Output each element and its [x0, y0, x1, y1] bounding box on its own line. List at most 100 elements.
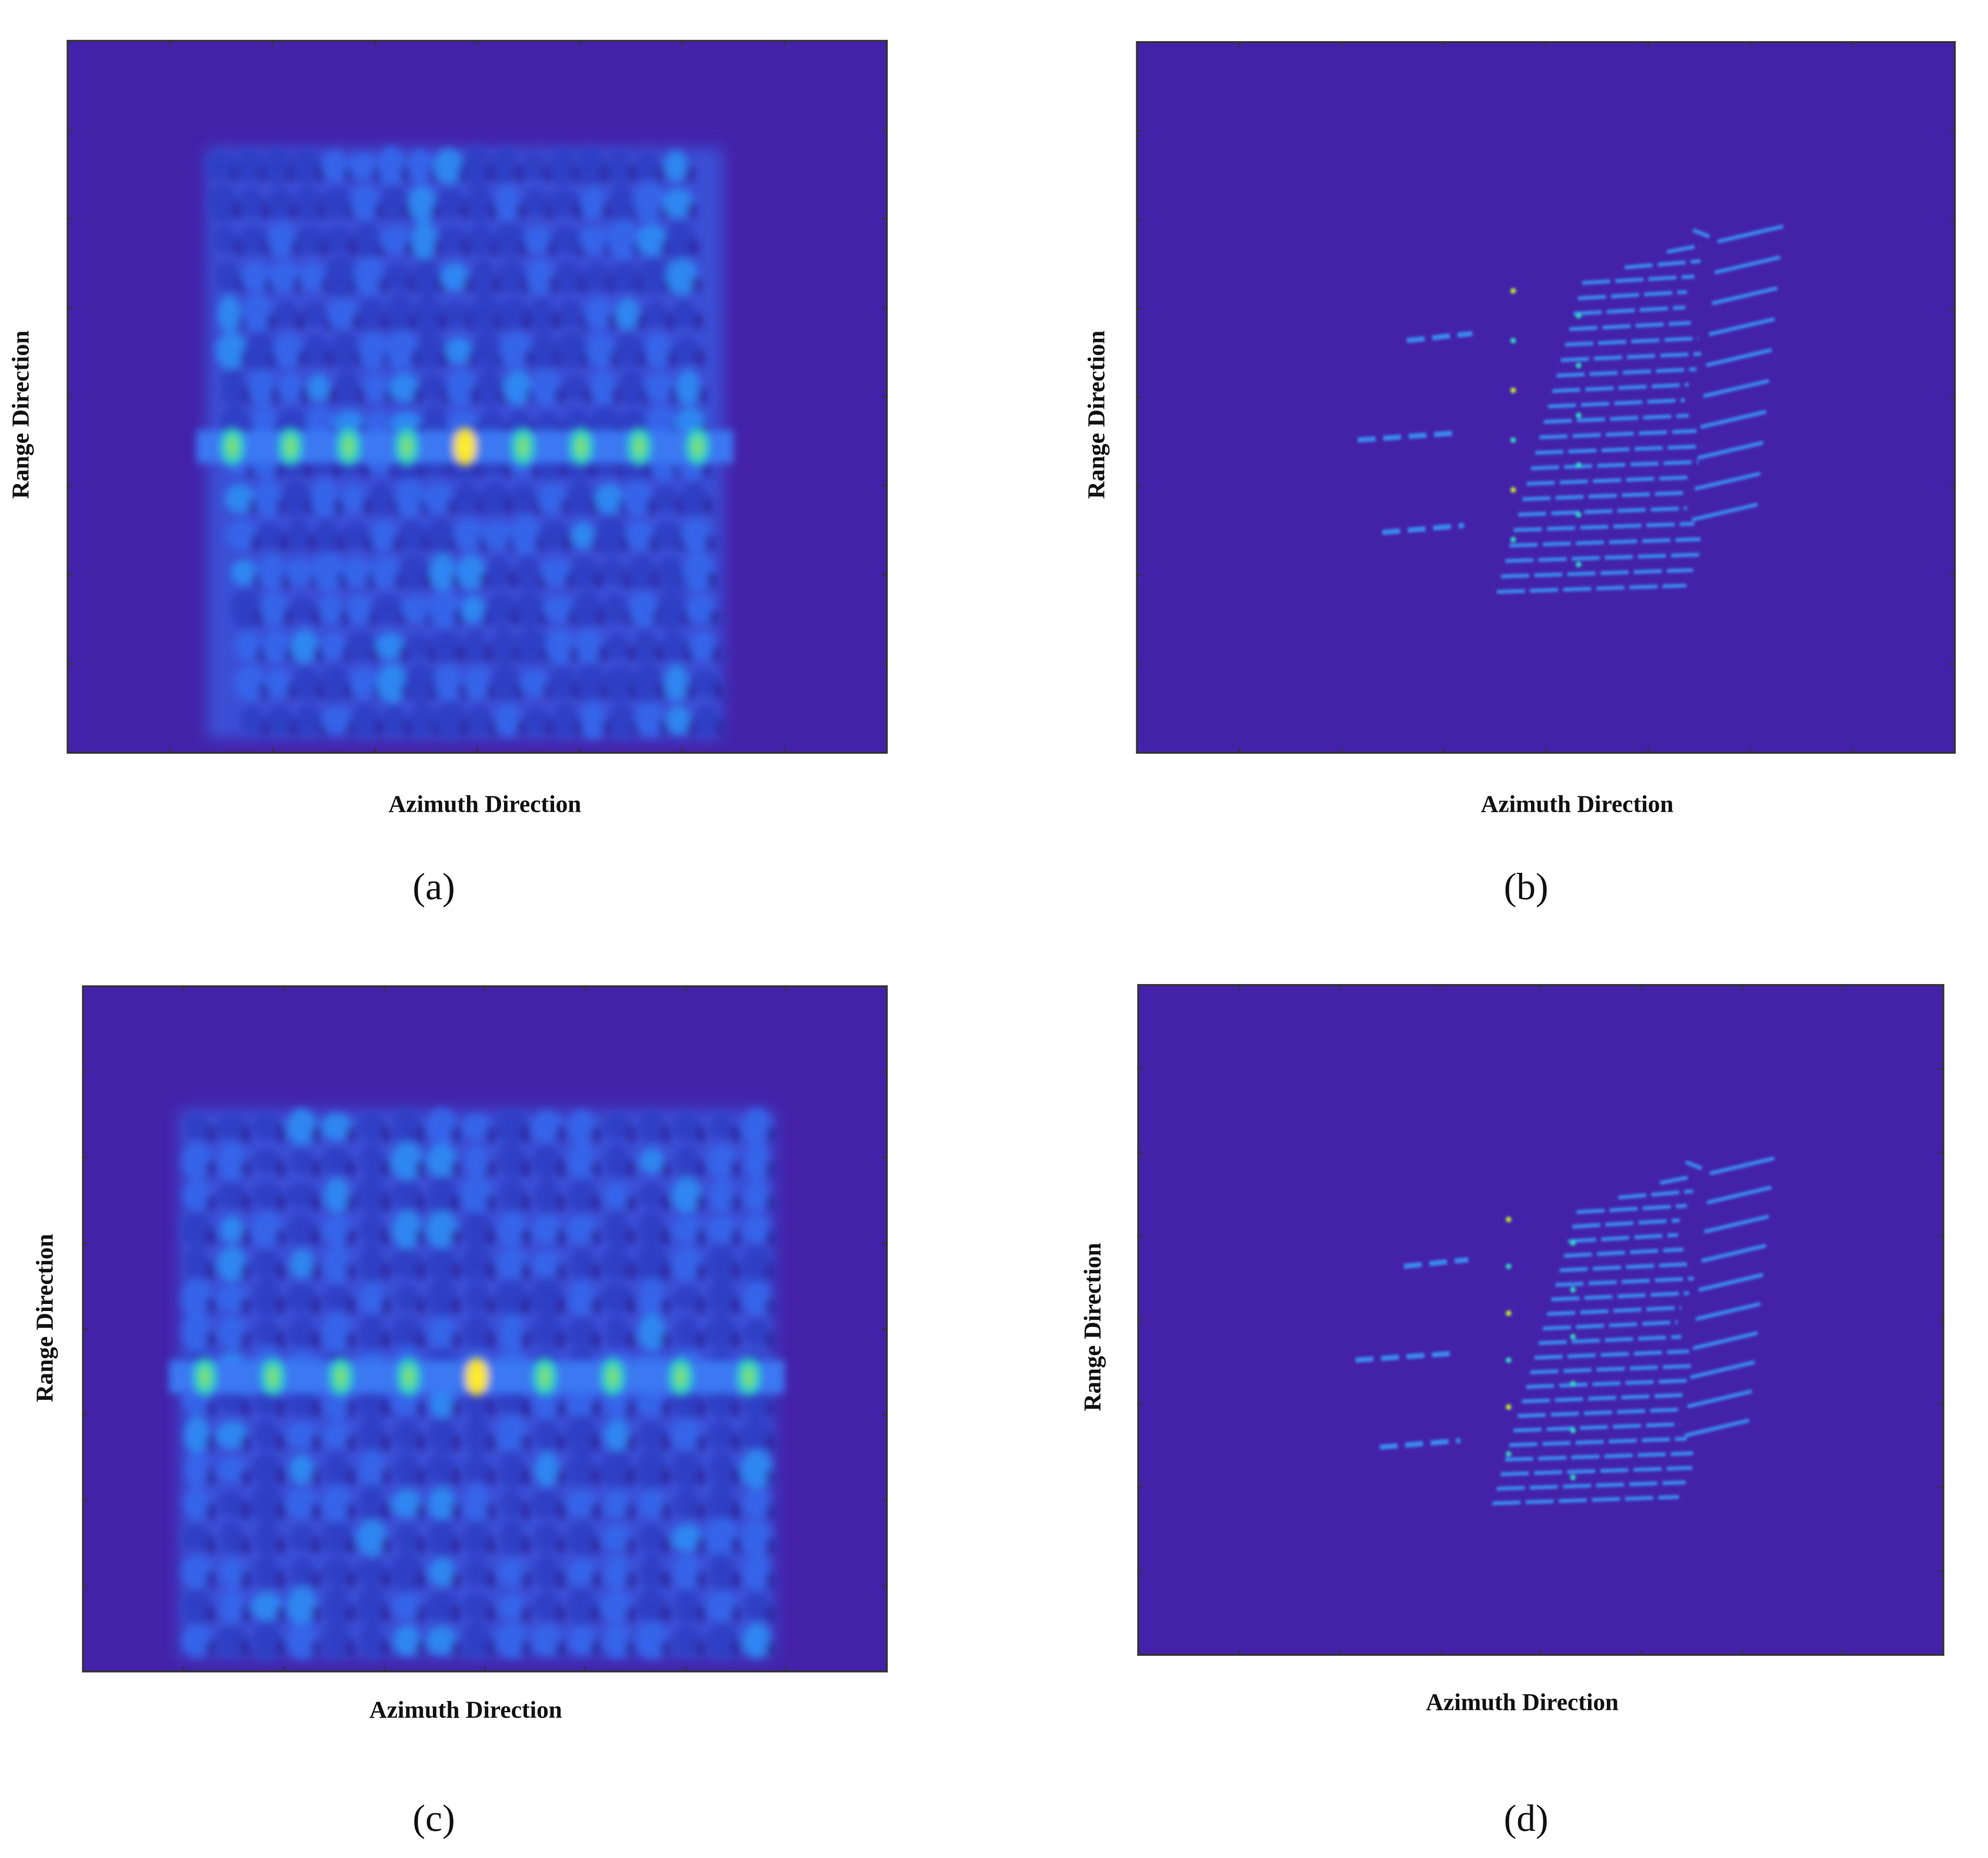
ripple [605, 1316, 629, 1349]
ripple [547, 666, 578, 700]
ripple-dark [275, 1331, 286, 1349]
ripple-dark [625, 1605, 636, 1623]
ripple-dark [661, 1194, 671, 1212]
ripple [409, 702, 436, 738]
ripple [548, 188, 581, 218]
ripple [412, 258, 441, 296]
ripple-dark [345, 1331, 356, 1349]
ripple [322, 150, 348, 182]
ripple [326, 299, 359, 328]
ripple [393, 1453, 420, 1486]
ripple [269, 261, 299, 292]
ripple-dark [765, 1228, 776, 1246]
ripple [707, 1420, 736, 1450]
ripple [425, 1590, 458, 1622]
streak [1496, 583, 1686, 594]
ripple-dark [661, 1228, 671, 1246]
ripple [555, 260, 582, 294]
ripple-dark [311, 1399, 321, 1417]
ripple [586, 333, 616, 368]
ripple [567, 1452, 597, 1487]
bright-scatterer [1570, 1240, 1576, 1246]
ripple-dark [765, 1331, 776, 1349]
ripple [538, 520, 571, 551]
ripple [428, 1417, 456, 1453]
streak [1709, 317, 1775, 336]
ripple [182, 1142, 212, 1180]
ripple-dark [731, 1570, 741, 1589]
ripple-dark [415, 1331, 426, 1349]
ripple-dark [765, 1502, 776, 1520]
ripple-dark [555, 1536, 566, 1555]
ripple [568, 1177, 596, 1213]
ripple-dark [765, 1296, 776, 1315]
ripple [235, 631, 261, 662]
ripple [531, 1316, 563, 1349]
ripple [672, 1625, 702, 1656]
ripple [495, 1109, 529, 1145]
ripple [743, 1489, 770, 1519]
ripple [438, 225, 468, 255]
panel: Azimuth Direction Range Direction (b) [1082, 41, 1956, 908]
streak [1695, 1302, 1761, 1322]
ripple [215, 1113, 249, 1141]
ripple [307, 373, 331, 402]
ripple-dark [685, 165, 695, 183]
ripple [443, 301, 471, 328]
streak [1556, 367, 1697, 378]
ripple-dark [625, 1159, 636, 1178]
ripple [664, 665, 688, 702]
ripple [581, 700, 605, 740]
ripple [258, 555, 286, 590]
ripple-dark [661, 1502, 671, 1520]
ripple [395, 1283, 419, 1313]
ripple [532, 1488, 562, 1519]
ripple-dark [521, 1228, 531, 1246]
ripple-dark [328, 386, 338, 405]
ripple [273, 333, 303, 368]
ripple [602, 1113, 632, 1140]
streak [1624, 259, 1701, 269]
ripple [359, 1622, 385, 1659]
ripple-dark [695, 1639, 706, 1657]
ripple [288, 1213, 316, 1246]
ripple [495, 703, 521, 736]
ripple-dark [661, 1639, 671, 1657]
ripple [242, 294, 273, 333]
ripple-dark [415, 1468, 426, 1486]
ripple-dark [555, 1125, 566, 1143]
ripple-dark [686, 202, 698, 220]
ripple-dark [311, 1468, 321, 1486]
ripple [633, 629, 658, 663]
ripple [672, 299, 696, 329]
streak [1547, 398, 1685, 409]
ripple-dark [451, 1262, 461, 1280]
streak [1573, 305, 1686, 316]
ripple [291, 148, 322, 184]
ripple [312, 553, 346, 592]
ripple [463, 628, 487, 664]
ripple [602, 593, 629, 625]
ripple-dark [695, 1399, 706, 1417]
ripple-dark [205, 1433, 216, 1452]
ripple [492, 146, 519, 185]
ripple [682, 552, 715, 593]
ripple [360, 1143, 384, 1179]
ripple [600, 559, 626, 586]
ripple-dark [275, 1262, 286, 1280]
ripple-dark [695, 349, 706, 368]
ripple [707, 1145, 737, 1177]
ripple [278, 372, 303, 403]
ripple [460, 1176, 493, 1215]
ripple [356, 220, 379, 260]
ripple [671, 1177, 702, 1213]
ripple-dark [205, 1159, 216, 1178]
ripple [545, 628, 576, 665]
streak [1706, 348, 1772, 368]
ripple [428, 1519, 456, 1557]
ripple-dark [485, 1331, 496, 1349]
ripple-dark [381, 1639, 391, 1657]
streak [1539, 429, 1697, 439]
ripple [601, 1247, 632, 1280]
ripple [358, 1112, 386, 1142]
